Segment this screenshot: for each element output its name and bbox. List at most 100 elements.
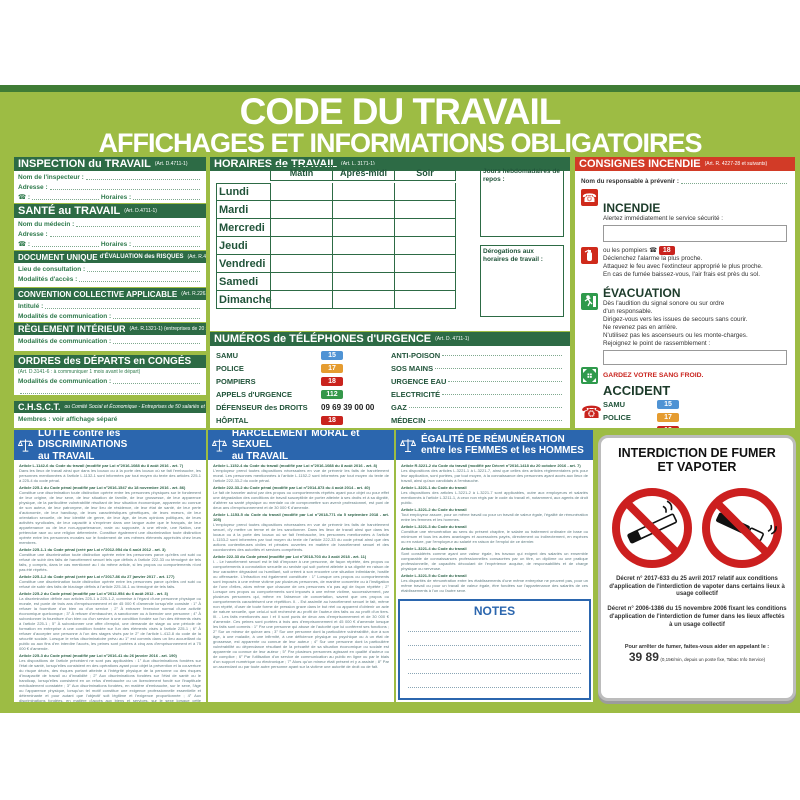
table-row: Mercredi	[216, 219, 456, 237]
section-reglement-header: RÈGLEMENT INTÉRIEUR (Art. R.1321-1) (ent…	[14, 323, 206, 335]
incendie-body: Nom du responsable à prévenir : ☎ INCEND…	[575, 171, 795, 428]
scales-icon	[400, 438, 416, 452]
section-urgence-header: NUMÉROS de TÉLÉPHONES d'URGENCE (Art. D.…	[210, 332, 570, 346]
badge-17: 17	[321, 364, 343, 373]
field-responsable: Nom du responsable à prévenir :	[581, 175, 789, 185]
section-chsct-title: C.H.S.C.T.	[18, 402, 61, 412]
field-membres: Membres : voir affichage séparé	[18, 416, 118, 423]
section-conges-ref: (Art. D.3141-6 : à communiquer 1 mois av…	[18, 369, 141, 375]
legal-text-discriminations: Article L.1142-6 du Code du travail (mod…	[19, 463, 201, 702]
field-tel-horaires: ☎ : Horaires :	[14, 191, 206, 201]
defenseur-number: 09 69 39 00 00	[321, 403, 375, 412]
extinguisher-icon	[581, 247, 598, 264]
section-document-unique-header: DOCUMENT UNIQUE d'ÉVALUATION des RISQUES…	[14, 251, 206, 263]
field-modalites-communication: Modalités de communication :	[14, 310, 206, 320]
incendie-subtitle: INCENDIE	[603, 201, 661, 215]
badge-112: 112	[321, 390, 343, 399]
section-inspection-title: INSPECTION du TRAVAIL	[18, 158, 151, 170]
section-chsct-header: C.H.S.C.T. ou Comité Social et Économiqu…	[14, 401, 206, 413]
scales-icon	[18, 438, 34, 452]
badge-18: 18	[657, 425, 679, 428]
notes-line	[408, 660, 581, 674]
table-row: Dimanche	[216, 291, 456, 309]
prohibition-signs	[601, 487, 793, 569]
legal-header-egalite: ÉGALITÉ DE RÉMUNÉRATION entre les FEMMES …	[396, 430, 593, 460]
section-convention-ref: (Art. R.2262-3)	[181, 291, 206, 297]
no-smoking-box: INTERDICTION DE FUMER ET VAPOTER	[598, 435, 796, 701]
badge-15: 15	[657, 399, 679, 409]
table-row: Lundi	[216, 183, 456, 201]
urgence-row-samu: SAMU 15	[216, 349, 391, 362]
urgence-row-medecin: MÉDECIN	[391, 414, 564, 427]
field-modalites-communication: Modalités de communication :	[14, 335, 206, 345]
section-reglement-ref: (Art. R.1321-1) (entreprises de 20 salar…	[129, 326, 206, 332]
poster-title: CODE DU TRAVAIL	[239, 91, 562, 132]
section-urgence-title: NUMÉROS de TÉLÉPHONES d'URGENCE	[214, 333, 432, 345]
badge-17: 17	[657, 412, 679, 422]
col-soir: Soir	[394, 165, 456, 181]
derogations-box: Dérogations aux horaires de travail :	[480, 245, 564, 317]
poster: CODE DU TRAVAIL AFFICHAGES ET INFORMATIO…	[0, 85, 800, 713]
accident-row-police: POLICE 17	[603, 411, 789, 424]
urgence-row-pompiers: POMPIERS 18	[216, 375, 391, 388]
field-tel-horaires: ☎ : Horaires :	[14, 238, 206, 248]
field-inspecteur: Nom de l'inspecteur :	[14, 171, 206, 181]
col-apres-midi: Après-midi	[332, 165, 394, 181]
field-intitule: Intitulé :	[14, 300, 206, 310]
notes-line	[408, 674, 581, 688]
section-inspection-ref: (Art. D.4711-1)	[154, 161, 188, 167]
field-modalites-acces: Modalités d'accès :	[14, 273, 206, 283]
horaires-table-header: Matin Après-midi Soir	[216, 165, 456, 183]
col-matin: Matin	[270, 165, 332, 181]
table-row: Vendredi	[216, 255, 456, 273]
table-row: Samedi	[216, 273, 456, 291]
section-convention: CONVENTION COLLECTIVE APPLICABLE (Art. R…	[14, 288, 206, 322]
urgence-row-electricite: ELECTRICITÉ	[391, 388, 564, 401]
legal-text-egalite: Article R.3221-2 du Code du travail (mod…	[401, 463, 588, 596]
section-incendie-ref: (Art. R. 4227-28 et suivants)	[704, 161, 768, 167]
legal-column-harcelement: HARCÈLEMENT MORAL et SEXUEL au TRAVAIL Ar…	[208, 430, 394, 702]
instruction-line: Attaquez le feu avec l'extincteur approp…	[603, 262, 763, 270]
section-urgence: NUMÉROS de TÉLÉPHONES d'URGENCE (Art. D.…	[210, 332, 570, 428]
accident-row-samu: SAMU 15	[603, 398, 789, 411]
notes-line	[408, 618, 581, 632]
section-horaires-ref: (Art. L. 3171-1)	[341, 161, 375, 167]
section-inspection: INSPECTION du TRAVAIL (Art. D.4711-1) No…	[14, 157, 206, 203]
section-convention-title: CONVENTION COLLECTIVE APPLICABLE	[18, 289, 178, 299]
table-row: Mardi	[216, 201, 456, 219]
table-row: Jeudi	[216, 237, 456, 255]
instruction-line: En cas de fumée baissez-vous, l'air frai…	[603, 270, 760, 278]
section-convention-header: CONVENTION COLLECTIVE APPLICABLE (Art. R…	[14, 288, 206, 300]
decret-vapoter: Décret n° 2017-633 du 25 avril 2017 rela…	[609, 575, 785, 598]
evacuation-lines: Dès l'audition du signal sonore ou sur o…	[603, 300, 748, 347]
section-incendie: CONSIGNES INCENDIE (Art. R. 4227-28 et s…	[575, 157, 795, 428]
poster-subtitle: AFFICHAGES ET INFORMATIONS OBLIGATOIRES	[98, 128, 702, 158]
section-document-unique-ref: (Art. R.4121-4)	[187, 254, 206, 260]
assembly-point-icon	[581, 367, 598, 384]
urgence-row-urgenceeau: URGENCE EAU	[391, 375, 564, 388]
section-horaires-title: HORAIRES de TRAVAIL	[214, 158, 338, 170]
field-lieu-consultation: Lieu de consultation :	[14, 263, 206, 273]
decret-fumer: Décret n° 2006-1386 du 15 novembre 2006 …	[607, 606, 787, 628]
evacuation-subtitle: ÉVACUATION	[603, 286, 681, 301]
field-adresse: Adresse :	[14, 181, 206, 191]
section-conges-header: ORDRES des DÉPARTS en CONGÉS	[14, 355, 206, 368]
instruction-line: Déclenchez l'alarme la plus proche.	[603, 254, 703, 262]
section-sante: SANTÉ au TRAVAIL (Art. D.4711-1) Nom du …	[14, 204, 206, 250]
legal-column-discriminations: LUTTE contre les DISCRIMINATIONS au TRAVA…	[14, 430, 206, 702]
section-document-unique: DOCUMENT UNIQUE d'ÉVALUATION des RISQUES…	[14, 251, 206, 287]
urgence-row-gaz: GAZ	[391, 401, 564, 414]
alerte-line: Alertez immédiatement le service sécurit…	[603, 215, 724, 222]
security-service-field	[603, 224, 787, 242]
section-chsct-ref: ou Comité Social et Économique - Entrepr…	[64, 404, 206, 410]
scales-icon	[212, 438, 227, 452]
urgence-row-hopital: HÔPITAL 18	[216, 414, 391, 427]
legal-header-harcelement: HARCÈLEMENT MORAL et SEXUEL au TRAVAIL	[208, 430, 394, 462]
accident-subtitle: ACCIDENT	[603, 382, 671, 398]
urgence-row-police: POLICE 17	[216, 362, 391, 375]
emergency-exit-icon	[581, 293, 598, 310]
notes-line	[408, 632, 581, 646]
field-adresse: Adresse :	[14, 228, 206, 238]
notes-line	[408, 646, 581, 660]
